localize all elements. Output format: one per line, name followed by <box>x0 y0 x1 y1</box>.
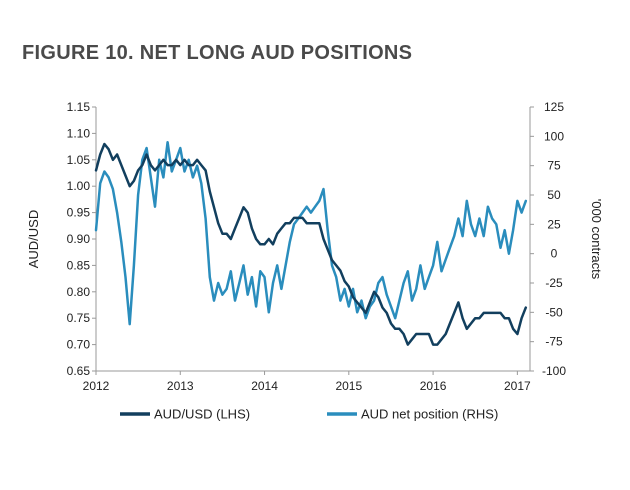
y-left-tick-label: 0.70 <box>67 338 91 352</box>
x-tick-label: 2012 <box>83 379 110 393</box>
y-right-axis-title: '000 contracts <box>589 199 604 280</box>
y-right-tick-label: 0 <box>551 247 558 261</box>
legend-label: AUD/USD (LHS) <box>154 407 250 422</box>
y-left-tick-label: 0.80 <box>67 285 91 299</box>
x-tick-label: 2013 <box>167 379 194 393</box>
y-left-tick-label: 1.10 <box>67 126 91 140</box>
y-left-tick-label: 1.05 <box>67 153 91 167</box>
y-left-tick-label: 0.85 <box>67 258 91 272</box>
y-right-tick-label: 50 <box>547 188 561 202</box>
series-line-aud-net-position <box>94 140 528 326</box>
x-tick-label: 2014 <box>251 379 278 393</box>
y-left-tick-label: 0.90 <box>67 232 91 246</box>
y-left-tick-label: 0.65 <box>67 364 91 378</box>
y-left-tick-label: 0.95 <box>67 206 91 220</box>
y-right-tick-label: -25 <box>545 276 563 290</box>
y-right-tick-label: -75 <box>545 335 563 349</box>
series-line-aud-usd <box>94 142 528 346</box>
y-right-tick-label: 75 <box>547 159 561 173</box>
y-left-axis-title: AUD/USD <box>26 210 41 269</box>
y-right-tick-label: -100 <box>542 364 566 378</box>
y-left-tick-label: 1.15 <box>67 100 91 114</box>
y-right-tick-label: 25 <box>547 217 561 231</box>
chart-title: FIGURE 10. NET LONG AUD POSITIONS <box>22 42 413 64</box>
y-left-tick-label: 1.00 <box>67 179 91 193</box>
x-tick-label: 2016 <box>420 379 447 393</box>
y-right-tick-label: 100 <box>544 129 564 143</box>
legend-label: AUD net position (RHS) <box>361 407 498 422</box>
y-left-tick-label: 0.75 <box>67 311 91 325</box>
x-tick-label: 2017 <box>504 379 531 393</box>
x-tick-label: 2015 <box>335 379 362 393</box>
y-right-tick-label: 125 <box>544 100 564 114</box>
y-right-tick-label: -50 <box>545 305 563 319</box>
